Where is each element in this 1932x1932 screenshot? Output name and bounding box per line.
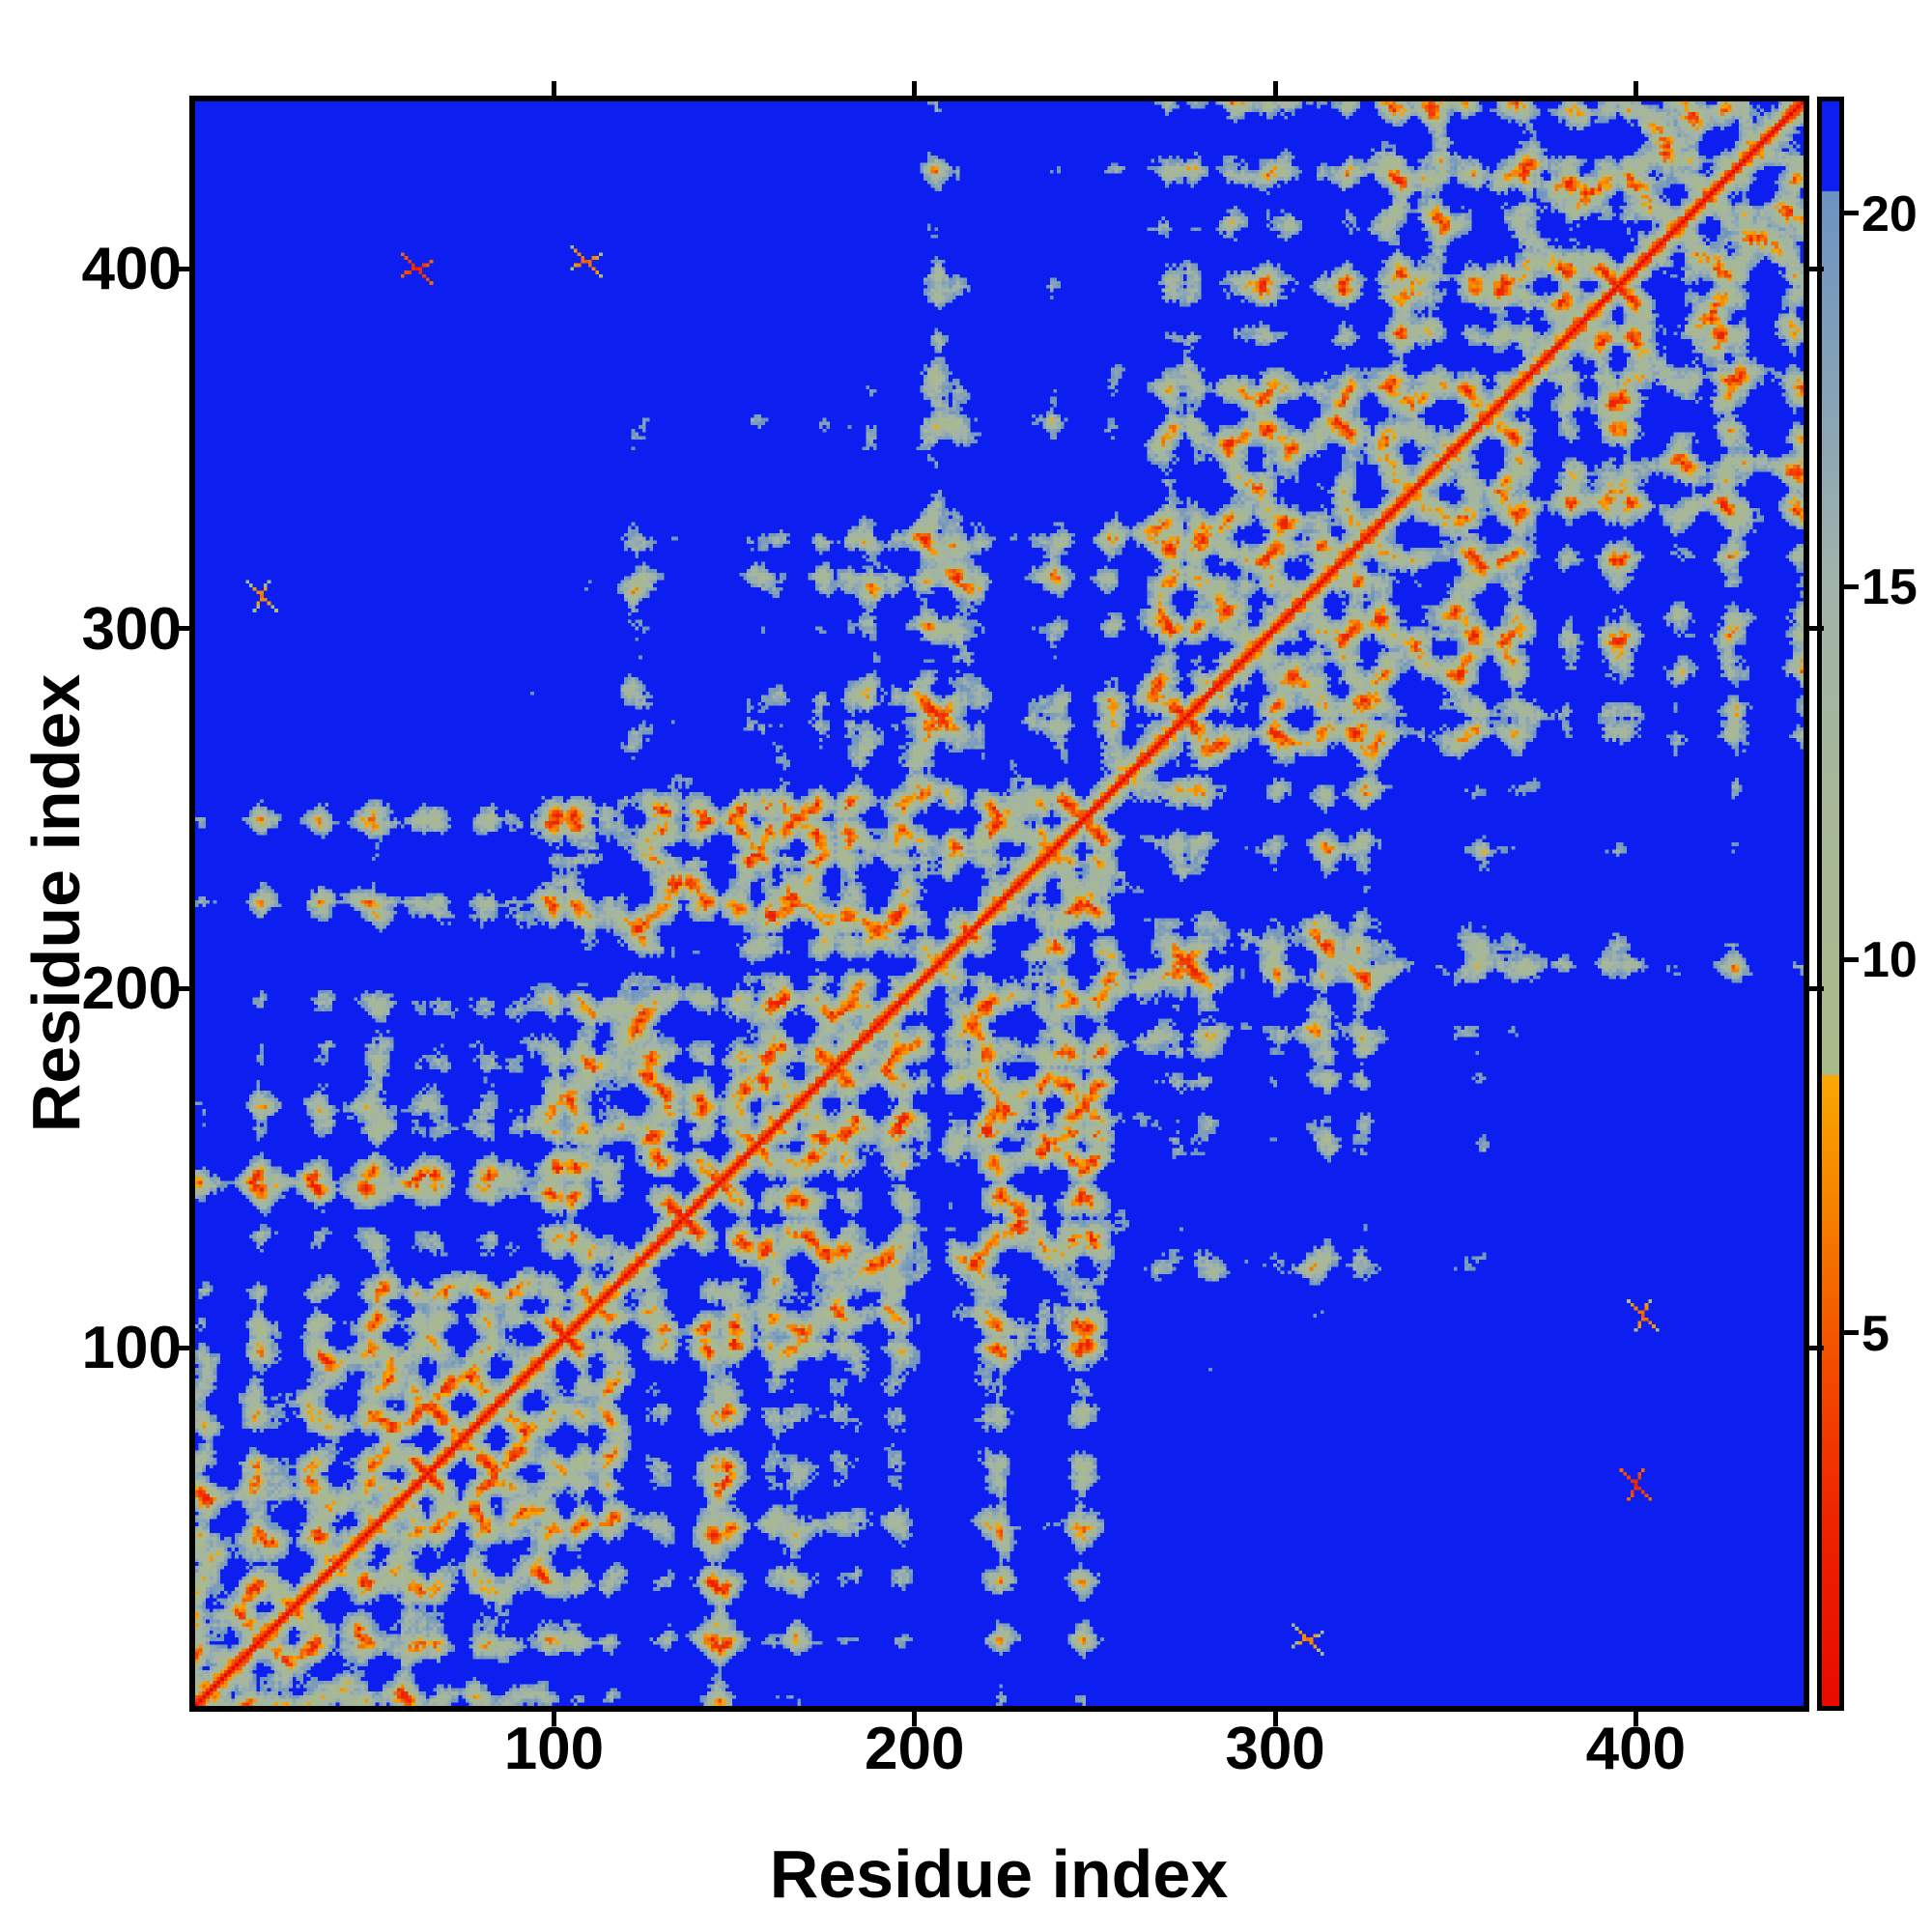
y-tick-mark-right: [1809, 1345, 1824, 1350]
y-tick-mark-right: [1809, 985, 1824, 991]
colorbar-tick-label: 20: [1861, 185, 1918, 242]
y-tick-label: 100: [81, 1315, 182, 1382]
y-tick-label: 400: [81, 236, 182, 303]
x-tick-mark: [1272, 1712, 1278, 1726]
x-tick-mark-top: [551, 81, 556, 96]
colorbar-tick-mark: [1844, 583, 1859, 589]
x-tick-label: 400: [1585, 1716, 1687, 1782]
y-tick-mark: [175, 266, 189, 271]
y-tick-mark-right: [1809, 626, 1824, 632]
y-axis-title: Residue index: [18, 673, 94, 1133]
colorbar-tick-label: 10: [1861, 932, 1918, 989]
y-tick-label: 300: [81, 595, 182, 663]
colorbar-tick-mark: [1844, 956, 1859, 962]
colorbar: [1817, 97, 1844, 1711]
x-tick-label: 100: [503, 1716, 605, 1782]
y-tick-mark: [175, 626, 189, 632]
x-tick-label: 200: [865, 1716, 965, 1782]
y-tick-mark: [175, 1345, 189, 1350]
heatmap-plot: [189, 96, 1809, 1712]
x-axis-title: Residue index: [769, 1836, 1229, 1912]
x-tick-label: 300: [1225, 1716, 1325, 1782]
x-tick-mark: [551, 1712, 556, 1726]
y-tick-label: 200: [81, 955, 182, 1023]
colorbar-tick-label: 15: [1861, 559, 1918, 616]
colorbar-tick-mark: [1844, 1330, 1859, 1336]
x-tick-mark-top: [912, 81, 918, 96]
x-tick-mark-top: [1272, 81, 1278, 96]
y-tick-mark-right: [1809, 266, 1824, 271]
colorbar-tick-mark: [1844, 211, 1859, 216]
y-tick-mark: [175, 985, 189, 991]
x-tick-mark: [1633, 1712, 1638, 1726]
x-tick-mark: [912, 1712, 918, 1726]
heatmap-canvas: [195, 101, 1804, 1706]
colorbar-tick-label: 5: [1861, 1305, 1889, 1362]
x-tick-mark-top: [1633, 81, 1638, 96]
colorbar-canvas: [1822, 101, 1839, 1706]
